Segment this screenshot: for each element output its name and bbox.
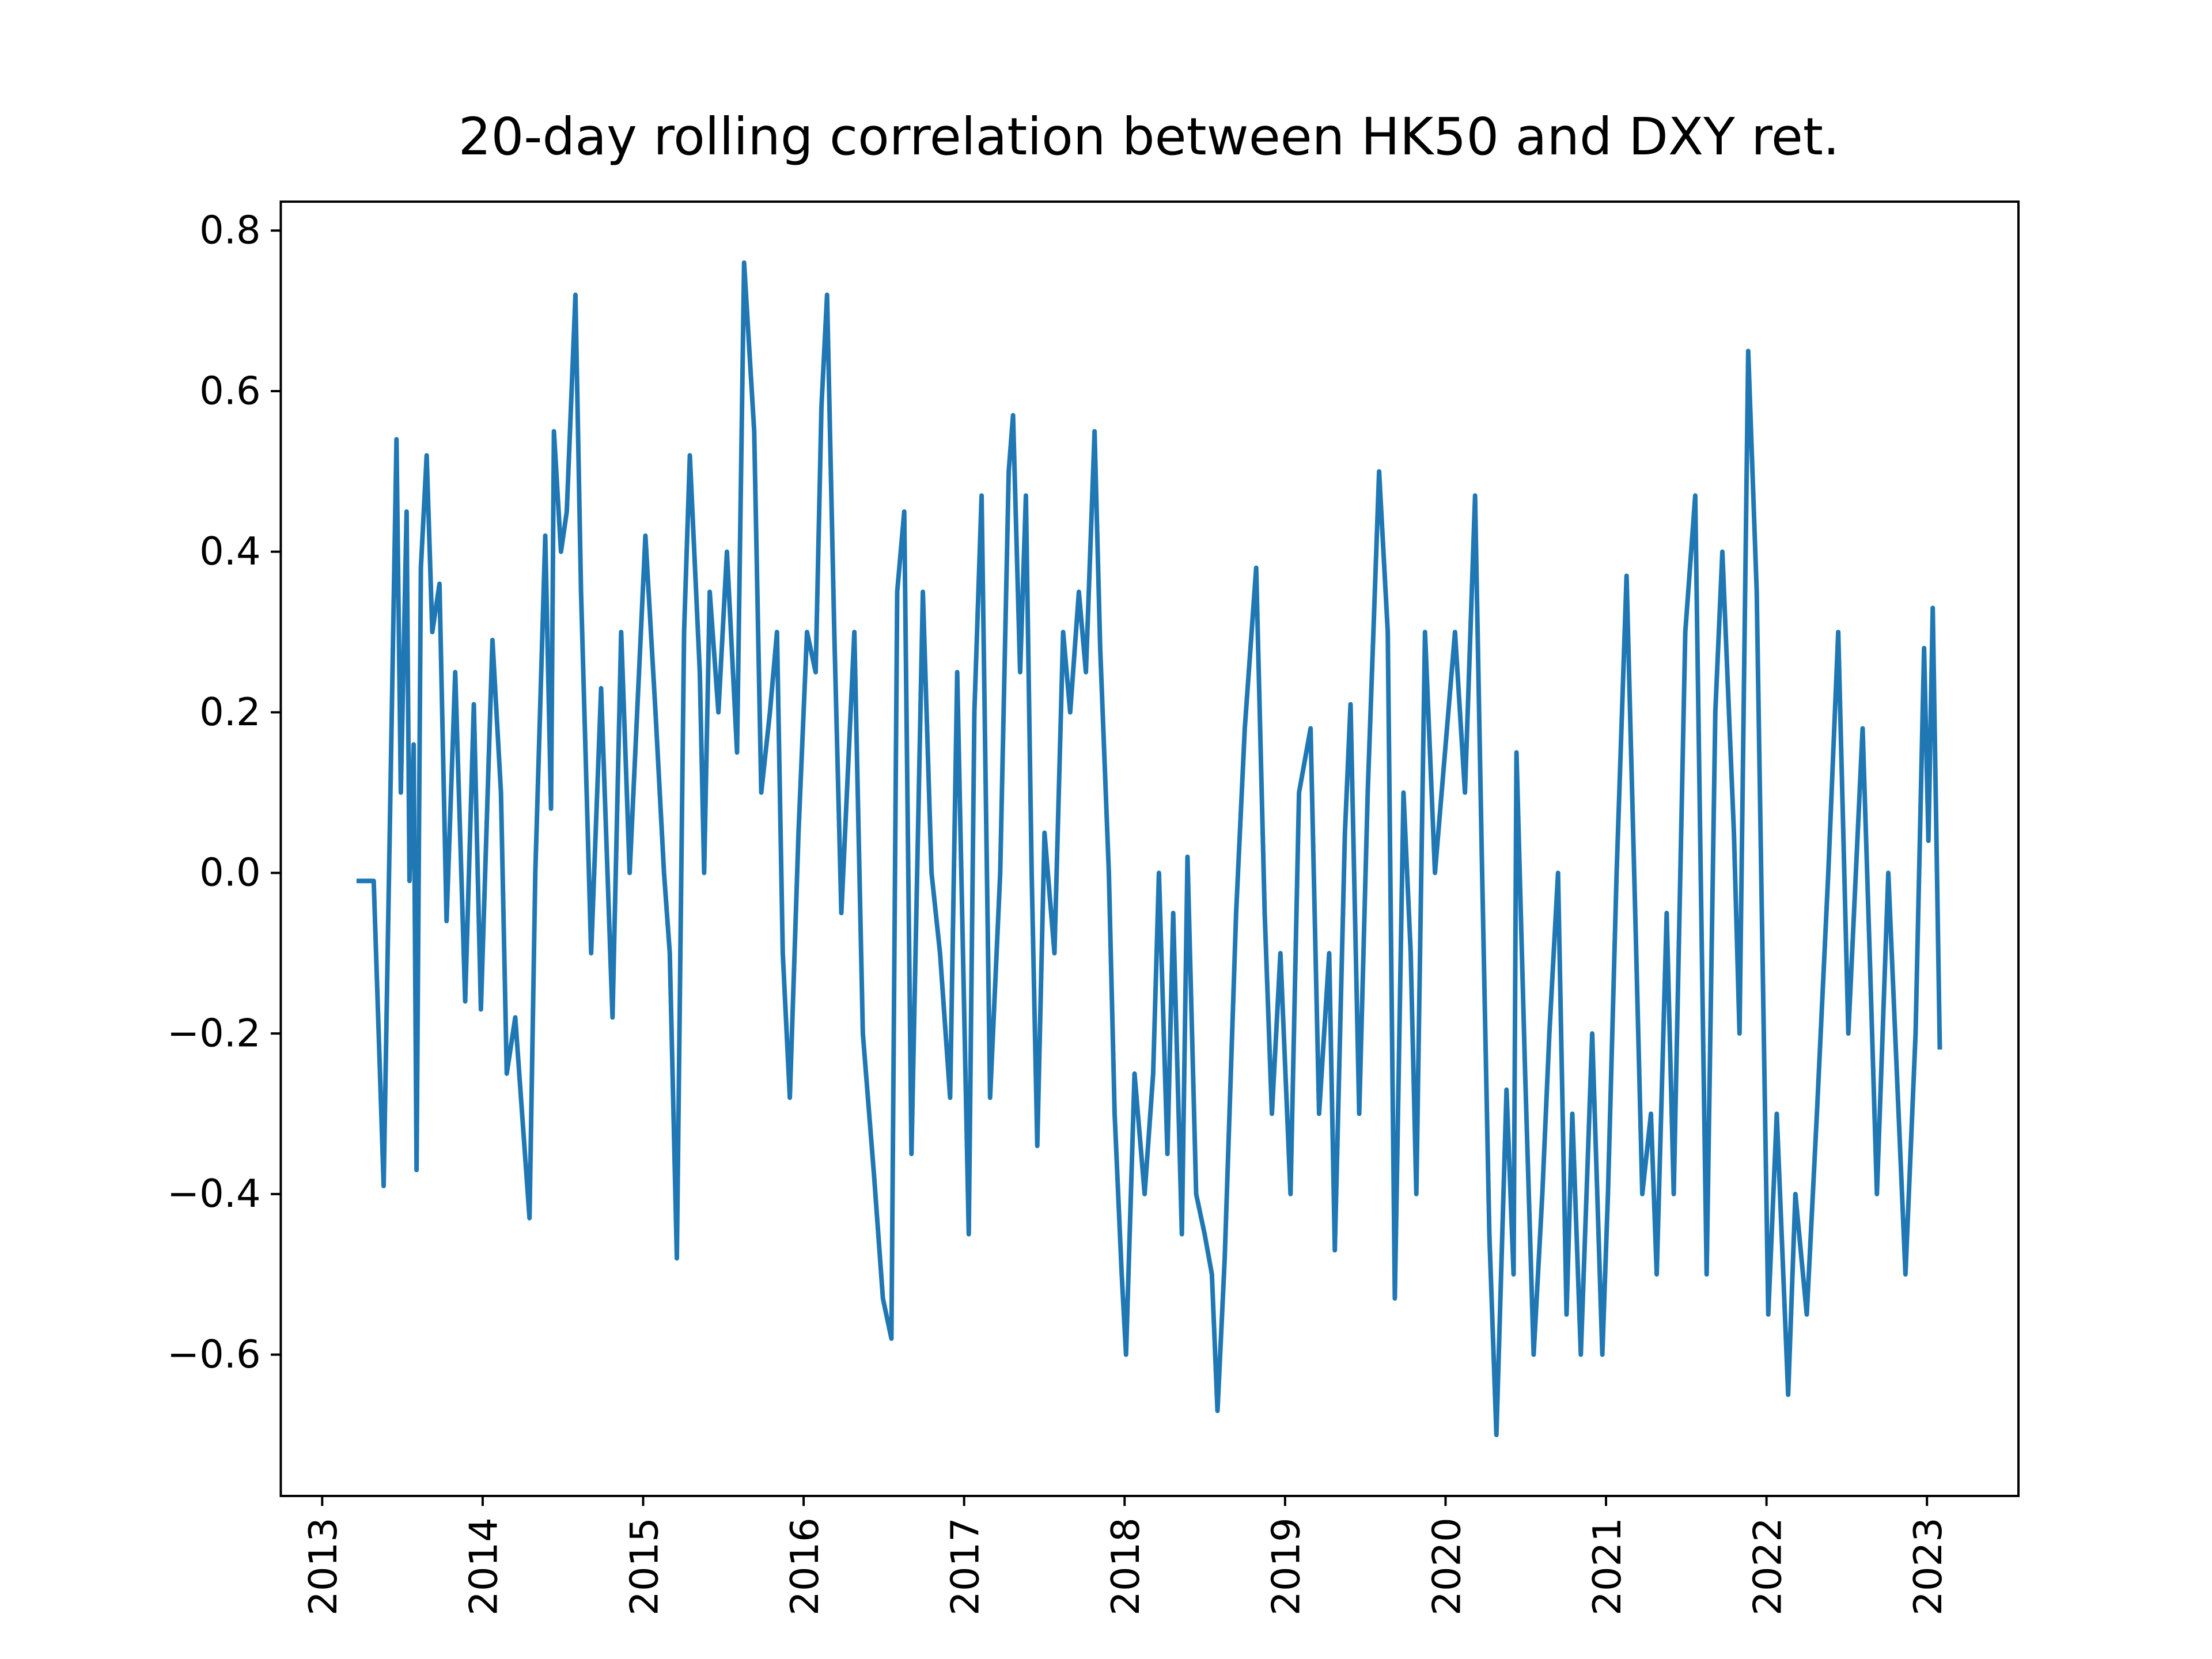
y-tick-label: 0.2 [199,690,261,734]
x-tick-label: 2023 [1906,1517,1950,1616]
y-tick-label: 0.0 [199,850,261,895]
data-line [356,260,1942,1437]
x-tick-label: 2013 [301,1517,346,1616]
x-tick-label: 2016 [782,1517,827,1616]
x-tick-label: 2021 [1585,1517,1630,1616]
y-tick-label: −0.6 [167,1332,261,1377]
x-tick-label: 2017 [943,1517,988,1616]
y-tick-label: 0.4 [199,529,261,574]
y-tick-label: 0.6 [199,368,261,413]
y-tick-label: −0.2 [167,1010,261,1055]
y-tick-label: 0.8 [199,208,261,253]
x-tick-label: 2014 [461,1517,506,1616]
plot-frame [279,200,2020,1497]
x-tick-label: 2022 [1745,1517,1790,1616]
x-tick-label: 2015 [622,1517,666,1616]
y-tick-label: −0.4 [167,1171,261,1216]
chart-title: 20-day rolling correlation between HK50 … [459,107,1840,167]
x-tick-label: 2020 [1424,1517,1469,1616]
x-tick-label: 2019 [1264,1517,1309,1616]
x-tick-label: 2018 [1103,1517,1148,1616]
